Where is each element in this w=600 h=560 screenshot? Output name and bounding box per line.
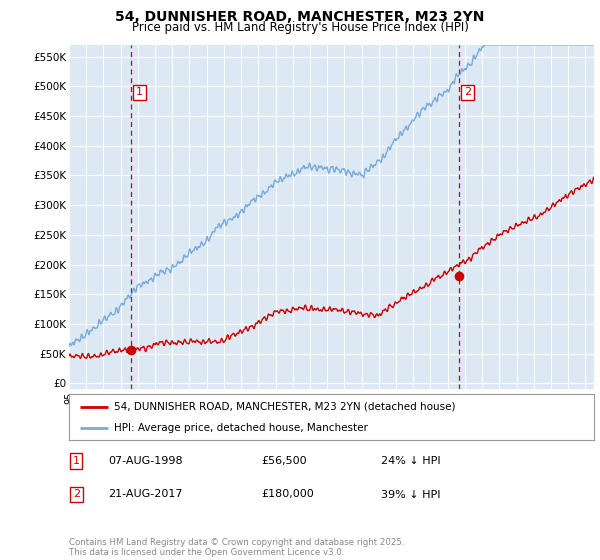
Text: Price paid vs. HM Land Registry's House Price Index (HPI): Price paid vs. HM Land Registry's House … [131,21,469,34]
Text: 1: 1 [73,456,80,466]
Text: 21-AUG-2017: 21-AUG-2017 [108,489,182,500]
Text: Contains HM Land Registry data © Crown copyright and database right 2025.
This d: Contains HM Land Registry data © Crown c… [69,538,404,557]
Text: £180,000: £180,000 [261,489,314,500]
Text: 2: 2 [464,87,471,97]
Text: £56,500: £56,500 [261,456,307,466]
Text: 54, DUNNISHER ROAD, MANCHESTER, M23 2YN (detached house): 54, DUNNISHER ROAD, MANCHESTER, M23 2YN … [113,402,455,412]
Text: 07-AUG-1998: 07-AUG-1998 [108,456,182,466]
Text: 24% ↓ HPI: 24% ↓ HPI [381,456,440,466]
Text: 54, DUNNISHER ROAD, MANCHESTER, M23 2YN: 54, DUNNISHER ROAD, MANCHESTER, M23 2YN [115,10,485,24]
Text: 2: 2 [73,489,80,500]
Text: 39% ↓ HPI: 39% ↓ HPI [381,489,440,500]
Text: HPI: Average price, detached house, Manchester: HPI: Average price, detached house, Manc… [113,423,367,433]
Text: 1: 1 [136,87,143,97]
